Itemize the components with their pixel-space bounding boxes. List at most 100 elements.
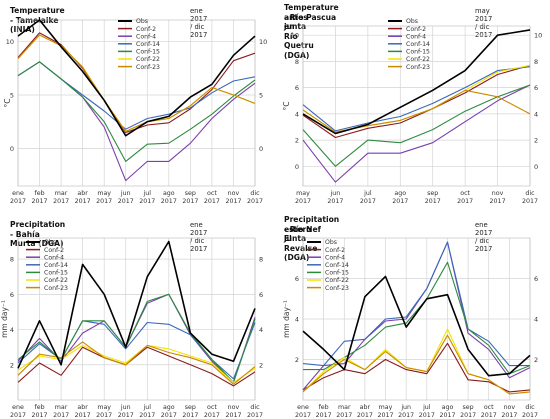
x-tick-label: abr <box>77 190 88 197</box>
x-tick-year: 2017 <box>457 198 473 205</box>
x-tick-label: nov <box>228 404 240 411</box>
y-axis-title: mm day⁻¹ <box>282 300 291 338</box>
legend-label: Conf-14 <box>44 262 68 269</box>
y-tick-label-right: 8 <box>534 58 538 66</box>
x-tick-label: ago <box>163 404 175 411</box>
legend-label: Conf-22 <box>44 277 68 284</box>
x-tick-year: 2017 <box>295 198 311 205</box>
series-line-obs <box>302 275 531 377</box>
legend-label: Conf-14 <box>136 41 160 48</box>
x-tick-label: jul <box>422 404 431 411</box>
legend: ObsConf-2Conf-4Conf-14Conf-15Conf-22Conf… <box>388 18 430 71</box>
x-tick-year: 2017 <box>316 412 332 419</box>
x-tick-label: jun <box>120 190 131 197</box>
series-line-conf-23 <box>302 89 531 133</box>
legend-label: Conf-14 <box>325 262 349 269</box>
x-tick-label: sep <box>463 404 474 411</box>
x-tick-year: 2017 <box>182 198 198 205</box>
legend-label: Conf-23 <box>44 285 68 292</box>
x-tick-label: mar <box>55 190 68 197</box>
legend-label: Conf-4 <box>406 33 426 40</box>
x-tick-label: mar <box>55 404 68 411</box>
x-tick-year: 2017 <box>182 412 198 419</box>
chart-1: 0 02 24 46 68 810 10°Cmay2017jun2017jul2017ago… <box>282 18 542 205</box>
x-tick-year: 2017 <box>139 412 155 419</box>
x-tick-label: may <box>97 404 111 411</box>
x-tick-label: dic <box>250 190 260 197</box>
y-tick-label: 5 <box>10 91 14 99</box>
series-line-obs <box>17 240 256 369</box>
series-line-conf-15 <box>17 61 256 162</box>
legend-label: Conf-22 <box>136 56 160 63</box>
x-tick-year: 2017 <box>439 412 455 419</box>
y-axis-title: °C <box>3 99 12 108</box>
y-tick-label: 0 <box>295 163 299 171</box>
x-tick-label: ene <box>12 404 24 411</box>
legend-label: Conf-23 <box>406 64 430 71</box>
y-tick-label-right: 0 <box>534 163 538 171</box>
x-tick-year: 2017 <box>247 412 263 419</box>
y-tick-label: 2 <box>10 361 14 369</box>
legend: ObsConf-2Conf-4Conf-14Conf-15Conf-22Conf… <box>118 18 160 71</box>
x-tick-year: 2017 <box>398 412 414 419</box>
series-line-obs <box>17 19 256 137</box>
series-line-conf-14 <box>302 241 530 367</box>
y-tick-label-right: 10 <box>534 32 542 40</box>
y-tick-label-right: 10 <box>259 38 267 46</box>
x-tick-year: 2017 <box>357 412 373 419</box>
legend-label: Conf-22 <box>406 56 430 63</box>
y-tick-label: 2 <box>295 356 299 364</box>
y-tick-label: 8 <box>295 58 299 66</box>
x-tick-label: abr <box>77 404 88 411</box>
date-range: ene 2017 / dic 2017 <box>475 221 493 253</box>
chart-title-line-2: estero El Revalse (DGA) <box>284 224 318 263</box>
x-tick-label: may <box>97 190 111 197</box>
y-tick-label-right: 0 <box>259 145 263 153</box>
chart-2: 2 24 46 68 8mm day⁻¹ene2017feb2017mar2017abr… <box>0 237 263 419</box>
x-tick-year: 2017 <box>204 412 220 419</box>
x-tick-year: 2017 <box>425 198 441 205</box>
x-tick-label: sep <box>185 190 196 197</box>
x-tick-year: 2017 <box>53 198 69 205</box>
x-tick-year: 2017 <box>32 412 48 419</box>
y-tick-label: 2 <box>295 137 299 145</box>
x-tick-label: feb <box>319 404 329 411</box>
y-tick-label: 6 <box>295 275 299 283</box>
legend-label: Conf-22 <box>325 277 349 284</box>
x-tick-year: 2017 <box>96 412 112 419</box>
x-tick-year: 2017 <box>460 412 476 419</box>
x-tick-year: 2017 <box>225 198 241 205</box>
y-tick-label-right: 6 <box>534 84 538 92</box>
series-line-conf-15 <box>302 84 531 167</box>
x-tick-label: jul <box>143 404 152 411</box>
x-tick-label: feb <box>34 190 44 197</box>
series-line-conf-2 <box>302 342 531 393</box>
x-tick-label: may <box>379 404 393 411</box>
legend-label: Obs <box>136 18 148 25</box>
x-tick-year: 2017 <box>118 198 134 205</box>
y-tick-label-right: 4 <box>534 316 538 324</box>
x-tick-label: ene <box>297 404 309 411</box>
x-tick-label: jul <box>143 190 152 197</box>
x-tick-label: sep <box>427 190 438 197</box>
x-tick-label: jun <box>400 404 411 411</box>
legend-label: Conf-2 <box>325 247 345 254</box>
series-line-conf-4 <box>302 241 531 391</box>
y-tick-label-right: 2 <box>534 356 538 364</box>
series-line-conf-2 <box>17 346 256 387</box>
x-tick-label: jun <box>330 190 341 197</box>
x-tick-year: 2017 <box>247 198 263 205</box>
x-tick-year: 2017 <box>522 198 538 205</box>
legend-label: Conf-15 <box>406 49 430 56</box>
y-tick-label-right: 4 <box>259 326 263 334</box>
plot-frame <box>302 237 531 401</box>
x-tick-year: 2017 <box>522 412 538 419</box>
y-axis-title: °C <box>282 102 291 111</box>
chart-3: 2 24 46 6mm day⁻¹ene2017feb2017mar2017abr20… <box>282 237 538 419</box>
legend-label: Conf-23 <box>325 285 349 292</box>
x-tick-year: 2017 <box>10 198 26 205</box>
legend-label: Obs <box>44 239 56 246</box>
y-tick-label-right: 6 <box>259 291 263 299</box>
